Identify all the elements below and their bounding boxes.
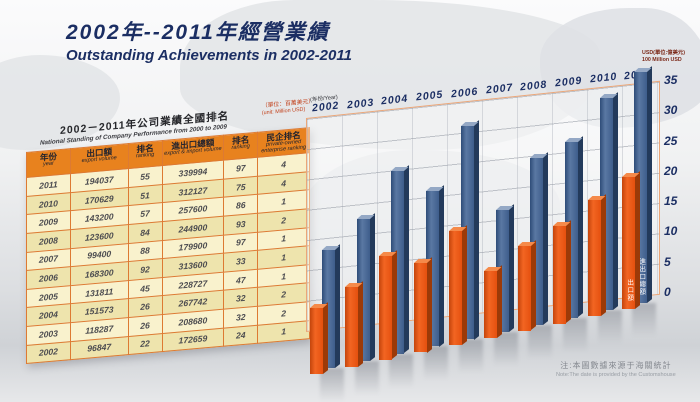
source-note-zh: 注:本圖數據來源于海關統計	[560, 361, 672, 370]
bar-side-face	[439, 184, 445, 347]
y-axis-tick-label: 10	[664, 224, 678, 239]
bar-side-face	[392, 250, 398, 360]
bar-front-face	[518, 246, 532, 331]
ranking-table-group: 2002－2011年公司業績全國排名 National Standing of …	[26, 99, 314, 364]
bar-export	[552, 220, 571, 324]
bar-side-face	[543, 152, 549, 325]
bar-reflection	[597, 310, 622, 345]
bar-reflection	[562, 317, 587, 352]
bar-export	[310, 302, 328, 374]
bar-reflection	[528, 324, 553, 359]
year-label: 2003	[346, 96, 375, 112]
poster-title-en: Outstanding Achievements in 2002-2011	[66, 47, 352, 64]
bar-front-face	[587, 200, 601, 317]
table-cell: 1	[257, 320, 310, 344]
bar-front-face	[379, 256, 393, 360]
year-label: 2008	[519, 78, 549, 93]
bar-side-face	[531, 240, 537, 331]
bar-reflection	[389, 353, 414, 388]
source-note: 注:本圖數據來源于海關統計 Note:The date is provided …	[556, 361, 676, 379]
bar-side-face	[461, 225, 467, 346]
bar-side-face	[635, 171, 641, 310]
bar-front-face	[344, 286, 358, 367]
y-axis-tick-label: 0	[664, 285, 671, 299]
table-cell: 22	[128, 333, 163, 355]
bar-side-face	[335, 244, 340, 368]
bar-front-face	[310, 308, 323, 374]
bar-side-face	[508, 203, 514, 332]
table-header-cell: 排名 ranking	[128, 140, 163, 169]
y-axis-tick-label: 25	[664, 133, 678, 148]
y-axis-title: USD(單位:億美元) 100 Million USD	[642, 50, 698, 64]
bar-side-face	[496, 264, 502, 338]
bar-front-face	[414, 262, 428, 353]
bar-side-face	[565, 220, 571, 324]
bar-front-face	[448, 230, 462, 346]
table-header-cell: 年份 year	[26, 148, 71, 178]
table-cell: 96847	[70, 336, 129, 360]
bar-side-face	[577, 136, 583, 318]
bar-reflection	[458, 339, 483, 374]
bar-side-face	[427, 256, 433, 353]
bar-side-face	[404, 165, 410, 354]
y-axis-title-zh: USD(單位:億美元)	[642, 50, 685, 56]
bar-export	[587, 194, 606, 317]
bar-export	[414, 256, 433, 353]
bar-reflection	[632, 303, 657, 338]
bar-side-face	[369, 212, 375, 361]
year-label: 2006	[450, 85, 479, 101]
bar-reflection	[320, 367, 344, 402]
bar-export	[448, 225, 467, 346]
table-cell: 24	[223, 324, 258, 347]
bar-side-face	[323, 302, 328, 374]
y-axis-tick-label: 30	[664, 103, 678, 118]
bar-side-face	[612, 92, 618, 311]
y-axis-title-en: 100 Million USD	[642, 56, 682, 63]
table-cell: 2002	[26, 341, 71, 364]
bar-export	[518, 240, 537, 331]
table-cell: 172659	[162, 327, 224, 352]
bar-side-face	[473, 119, 479, 340]
source-note-en: Note:The date is provided by the Customs…	[556, 371, 676, 378]
bar-front-face	[483, 270, 497, 338]
bar-export	[483, 264, 502, 338]
y-axis-tick-label: 35	[664, 73, 678, 87]
bar-front-face	[622, 177, 636, 310]
bar-side-face	[357, 280, 363, 367]
bar-label-total: 進出口總額	[637, 257, 645, 296]
table-header-cell: 排名 ranking	[223, 132, 258, 161]
bar-front-face	[552, 226, 566, 324]
bar-side-face	[600, 194, 606, 317]
bar-reflection	[424, 346, 449, 381]
y-axis-tick-label: 20	[664, 163, 678, 178]
bar-export	[379, 250, 398, 360]
performance-table: 年份 year 出口額 export volume 排名 ranking 進出口總額 expo…	[26, 127, 310, 364]
poster-title-zh: 2002年--2011年經營業績	[66, 21, 330, 44]
y-axis-tick-label: 15	[664, 194, 678, 209]
bar-export: 出口額	[622, 171, 641, 310]
bar-export	[344, 280, 363, 367]
poster-title: 2002年--2011年經營業績 Outstanding Achievement…	[66, 16, 352, 64]
bar-label-export: 出口額	[625, 278, 633, 302]
bar-side-face	[647, 66, 653, 304]
y-axis-tick-label: 5	[664, 254, 671, 269]
